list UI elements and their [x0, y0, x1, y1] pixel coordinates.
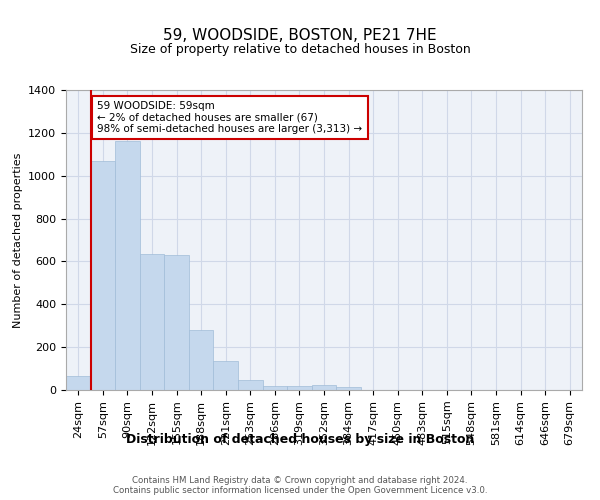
Bar [115, 142, 140, 390]
Text: 59, WOODSIDE, BOSTON, PE21 7HE: 59, WOODSIDE, BOSTON, PE21 7HE [163, 28, 437, 42]
Bar [189, 330, 214, 390]
Bar [312, 386, 336, 390]
Text: 59 WOODSIDE: 59sqm
← 2% of detached houses are smaller (67)
98% of semi-detached: 59 WOODSIDE: 59sqm ← 2% of detached hous… [97, 100, 362, 134]
Text: Size of property relative to detached houses in Boston: Size of property relative to detached ho… [130, 42, 470, 56]
Bar [66, 376, 91, 390]
Bar [287, 386, 312, 390]
Bar [336, 388, 361, 390]
Bar [214, 361, 238, 390]
Bar [238, 380, 263, 390]
Bar [263, 386, 287, 390]
Bar [91, 160, 115, 390]
Y-axis label: Number of detached properties: Number of detached properties [13, 152, 23, 328]
Text: Distribution of detached houses by size in Boston: Distribution of detached houses by size … [126, 432, 474, 446]
Bar [164, 255, 189, 390]
Text: Contains HM Land Registry data © Crown copyright and database right 2024.
Contai: Contains HM Land Registry data © Crown c… [113, 476, 487, 495]
Bar [140, 254, 164, 390]
